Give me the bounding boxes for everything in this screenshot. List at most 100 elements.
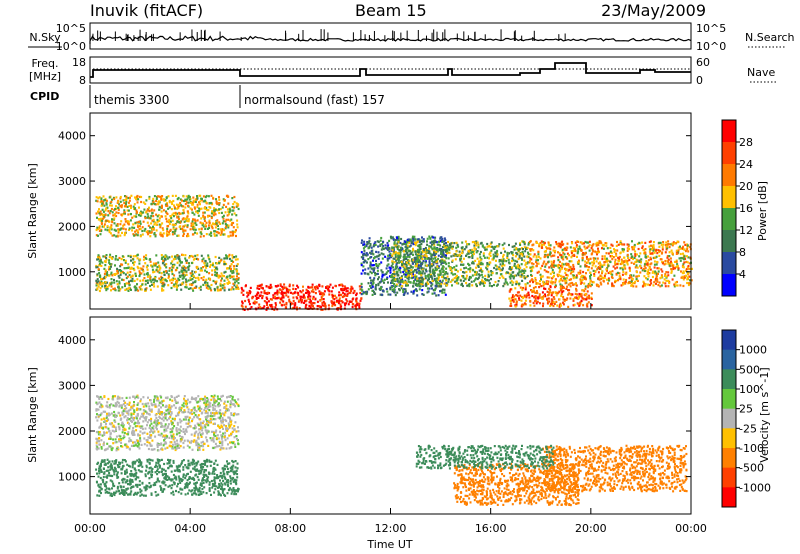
- data-cell: [182, 217, 185, 220]
- data-cell: [619, 252, 622, 255]
- data-cell: [519, 286, 522, 289]
- data-cell: [450, 245, 453, 248]
- data-cell: [165, 217, 168, 220]
- data-cell: [202, 225, 205, 228]
- data-cell: [378, 263, 381, 266]
- data-cell: [222, 284, 225, 287]
- data-cell: [120, 220, 123, 223]
- data-cell: [448, 251, 451, 254]
- data-cell: [384, 247, 387, 250]
- data-cell: [138, 206, 140, 209]
- data-cell: [220, 230, 223, 233]
- data-cell: [566, 297, 569, 300]
- data-cell: [154, 203, 157, 206]
- data-cell: [532, 266, 535, 269]
- data-cell: [187, 194, 190, 197]
- data-cell: [586, 302, 589, 305]
- data-cell: [287, 291, 290, 294]
- data-cell: [165, 270, 168, 273]
- data-cell: [360, 241, 363, 244]
- data-cell: [547, 244, 550, 247]
- data-cell: [513, 245, 516, 248]
- data-cell: [385, 267, 388, 270]
- data-cell: [159, 195, 162, 198]
- data-cell: [198, 201, 200, 204]
- data-cell: [524, 250, 527, 253]
- data-cell: [230, 259, 233, 262]
- data-cell: [212, 211, 215, 215]
- data-cell: [187, 204, 189, 207]
- data-cell: [480, 261, 483, 264]
- data-cell: [101, 285, 104, 288]
- data-cell: [300, 295, 303, 298]
- data-cell: [438, 282, 441, 285]
- data-cell: [439, 240, 442, 243]
- data-cell: [403, 253, 406, 256]
- data-cell: [223, 260, 226, 263]
- data-cell: [164, 258, 167, 261]
- data-cell: [486, 265, 489, 268]
- data-cell: [579, 265, 582, 268]
- data-cell: [630, 261, 633, 264]
- data-cell: [331, 286, 334, 289]
- data-cell: [446, 272, 449, 275]
- data-cell: [108, 196, 111, 199]
- data-cell: [145, 199, 148, 202]
- data-cell: [427, 282, 430, 285]
- data-cell: [186, 201, 189, 204]
- data-cell: [184, 224, 187, 227]
- data-cell: [391, 254, 394, 257]
- data-cell: [177, 205, 180, 208]
- data-cell: [119, 287, 122, 291]
- data-cell: [561, 284, 563, 287]
- data-cell: [442, 274, 445, 277]
- data-cell: [657, 272, 659, 275]
- data-cell: [558, 245, 561, 248]
- data-cell: [379, 293, 382, 296]
- data-cell: [606, 263, 609, 266]
- data-cell: [531, 289, 534, 292]
- data-cell: [514, 287, 517, 290]
- data-cell: [370, 252, 373, 255]
- data-cell: [642, 280, 645, 283]
- data-cell: [651, 252, 654, 255]
- data-cell: [636, 242, 639, 245]
- data-cell: [113, 234, 116, 237]
- data-cell: [137, 289, 140, 292]
- data-cell: [525, 246, 528, 249]
- data-cell: [390, 264, 393, 268]
- data-cell: [182, 228, 185, 231]
- data-cell: [138, 286, 141, 289]
- data-cell: [614, 281, 616, 284]
- data-cell: [512, 277, 515, 280]
- data-cell: [223, 257, 226, 260]
- data-cell: [328, 285, 331, 288]
- data-cell: [221, 206, 224, 209]
- data-cell: [549, 291, 552, 294]
- data-cell: [557, 259, 560, 262]
- data-cell: [657, 284, 660, 287]
- data-cell: [416, 250, 419, 253]
- data-cell: [225, 218, 228, 221]
- data-cell: [584, 247, 587, 250]
- data-cell: [261, 297, 264, 300]
- data-cell: [466, 253, 469, 256]
- data-cell: [528, 261, 531, 264]
- data-cell: [158, 264, 161, 267]
- data-cell: [387, 270, 390, 273]
- data-cell: [437, 257, 440, 260]
- data-cell: [399, 267, 402, 270]
- data-cell: [226, 224, 228, 227]
- data-cell: [407, 280, 410, 283]
- data-cell: [589, 285, 592, 288]
- data-cell: [539, 257, 542, 260]
- data-cell: [343, 285, 346, 288]
- data-cell: [421, 255, 424, 258]
- data-cell: [559, 268, 562, 271]
- data-cell: [231, 213, 234, 216]
- data-cell: [532, 255, 535, 258]
- data-cell: [395, 270, 398, 273]
- data-cell: [641, 285, 644, 288]
- data-cell: [383, 278, 386, 281]
- data-cell: [509, 281, 512, 284]
